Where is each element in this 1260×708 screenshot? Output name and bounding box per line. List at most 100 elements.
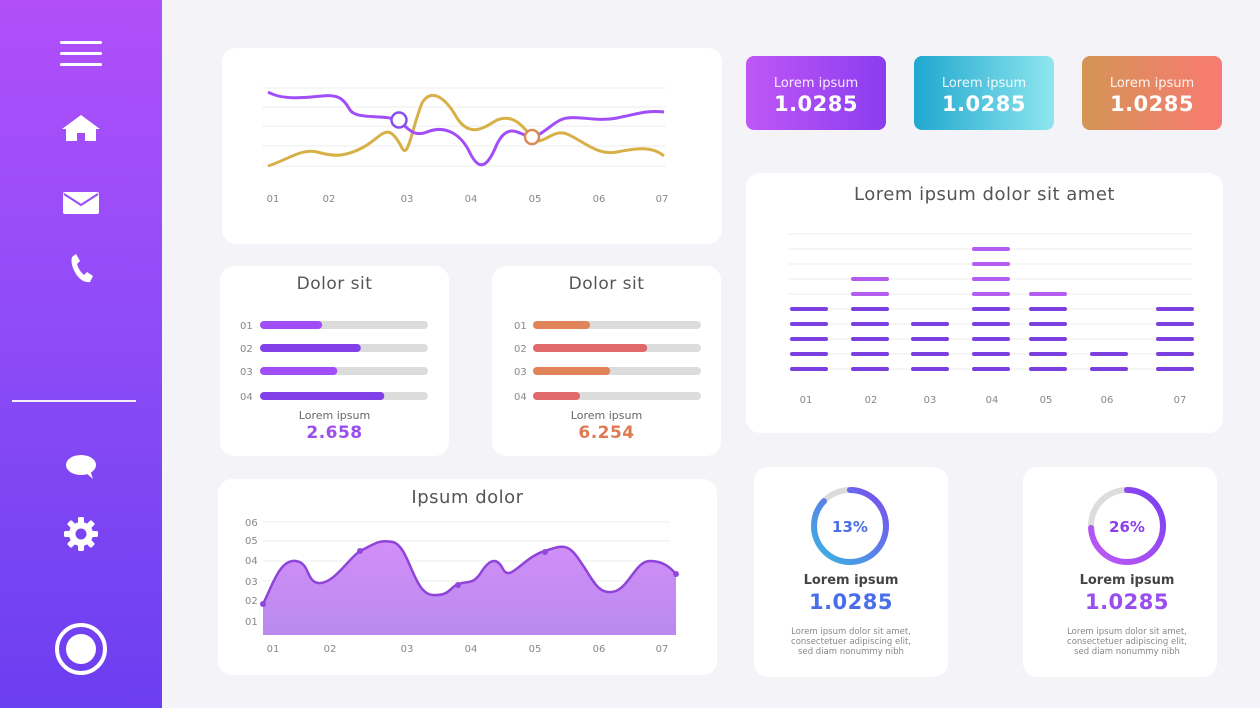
bar-segment xyxy=(851,307,889,311)
progress-label: Lorem ipsum xyxy=(298,409,371,422)
x-tick-label: 07 xyxy=(656,194,669,205)
kpi-card[interactable]: Lorem ipsum 1.0285 xyxy=(914,56,1054,130)
bar-segment xyxy=(851,322,889,326)
mail-icon[interactable] xyxy=(63,192,99,214)
bar-segment xyxy=(972,337,1010,341)
progress-fill xyxy=(533,392,581,400)
bar-segment xyxy=(851,292,889,296)
bar-segment xyxy=(972,262,1010,266)
phone-icon[interactable] xyxy=(68,252,94,284)
bar-segment xyxy=(790,352,828,356)
donut-description: Lorem ipsum dolor sit amet, consectetuer… xyxy=(1023,627,1217,657)
row-label: 03 xyxy=(240,367,253,378)
line-marker xyxy=(523,128,541,146)
x-tick-label: 01 xyxy=(267,194,280,205)
area-line xyxy=(261,540,677,605)
x-tick-label: 05 xyxy=(529,644,542,655)
y-tick-label: 03 xyxy=(245,577,258,588)
x-tick-label: 03 xyxy=(401,644,414,655)
area-fill xyxy=(263,541,676,635)
x-tick-label: 04 xyxy=(465,194,478,205)
row-label: 01 xyxy=(240,321,253,332)
progress-value: 6.254 xyxy=(578,423,635,443)
bar-segment xyxy=(1156,337,1194,341)
x-tick-label: 03 xyxy=(401,194,414,205)
y-tick-label: 05 xyxy=(245,536,258,547)
row-label: 01 xyxy=(514,321,527,332)
donut-description-line: sed diam nonummy nibh xyxy=(1074,647,1180,657)
area-point xyxy=(455,582,461,588)
x-tick-label: 04 xyxy=(986,395,999,406)
donut-description: Lorem ipsum dolor sit amet, consectetuer… xyxy=(754,627,948,657)
row-label: 03 xyxy=(514,367,527,378)
progress-fill xyxy=(260,367,338,375)
progress-fill xyxy=(260,321,323,329)
card-title: Lorem ipsum dolor sit amet xyxy=(854,184,1115,205)
card-title: Ipsum dolor xyxy=(411,487,524,508)
kpi-value: 1.0285 xyxy=(941,92,1027,116)
area-point xyxy=(357,548,363,554)
area-point xyxy=(260,601,266,607)
menu-icon[interactable] xyxy=(60,40,102,68)
x-tick-label: 02 xyxy=(323,194,336,205)
bar-segment xyxy=(851,367,889,371)
x-tick-label: 06 xyxy=(593,194,606,205)
x-tick-label: 05 xyxy=(529,194,542,205)
bar-chart-card: Lorem ipsum dolor sit amet 01 02 03 04 0… xyxy=(746,173,1223,433)
x-tick-label: 06 xyxy=(1101,395,1114,406)
progress-card: Dolor sit 01 02 03 04 Lorem ipsum 2.658 xyxy=(220,266,449,456)
record-icon[interactable] xyxy=(54,622,108,676)
kpi-value: 1.0285 xyxy=(773,92,859,116)
gear-icon[interactable] xyxy=(63,516,99,552)
chat-icon[interactable] xyxy=(65,454,97,480)
bar-segment xyxy=(790,337,828,341)
x-tick-label: 03 xyxy=(924,395,937,406)
sidebar-divider xyxy=(12,400,136,402)
bar-segment xyxy=(911,337,949,341)
donut-description-line: Lorem ipsum dolor sit amet, xyxy=(791,627,911,637)
bar-segment xyxy=(790,367,828,371)
bar-segment xyxy=(972,247,1010,251)
kpi-label: Lorem ipsum xyxy=(773,76,859,91)
kpi-card[interactable]: Lorem ipsum 1.0285 xyxy=(746,56,886,130)
card-title: Dolor sit xyxy=(296,274,373,294)
donut-arc xyxy=(811,487,889,565)
home-icon[interactable] xyxy=(61,114,101,142)
line-chart: 01 02 03 04 05 06 07 xyxy=(262,87,669,205)
bar-segment xyxy=(911,352,949,356)
line-chart-card: 01 02 03 04 05 06 07 xyxy=(222,48,722,244)
bar-segment xyxy=(790,322,828,326)
bar-segment xyxy=(972,307,1010,311)
donut-card: 26% Lorem ipsum 1.0285 Lorem ipsum dolor… xyxy=(1023,467,1217,677)
y-tick-label: 02 xyxy=(245,596,258,607)
progress-card: Dolor sit 01 02 03 04 Lorem ipsum 6.254 xyxy=(492,266,721,456)
progress-label: Lorem ipsum xyxy=(570,409,643,422)
bar-segment xyxy=(972,367,1010,371)
donut-description-line: sed diam nonummy nibh xyxy=(798,647,904,657)
x-tick-label: 07 xyxy=(656,644,669,655)
x-tick-label: 01 xyxy=(800,395,813,406)
x-tick-label: 07 xyxy=(1174,395,1187,406)
progress-bars: 01 02 03 04 xyxy=(240,321,428,403)
donut-label: Lorem ipsum xyxy=(803,573,899,588)
progress-fill xyxy=(260,392,385,400)
bar-segment xyxy=(972,352,1010,356)
area-chart-card: Ipsum dolor 06 05 04 03 02 01 xyxy=(218,479,717,675)
bar-segment xyxy=(1090,367,1128,371)
progress-bars: 01 02 03 04 xyxy=(514,321,701,403)
donut-percent: 13% xyxy=(832,518,868,536)
x-tick-label: 05 xyxy=(1040,395,1053,406)
bar-segment xyxy=(790,307,828,311)
donut-arc xyxy=(1088,487,1166,565)
bar-segment xyxy=(911,367,949,371)
area-chart: 06 05 04 03 02 01 01 02 03 04 05 06 07 xyxy=(245,518,679,655)
x-tick-label: 06 xyxy=(593,644,606,655)
x-tick-label: 04 xyxy=(465,644,478,655)
kpi-card[interactable]: Lorem ipsum 1.0285 xyxy=(1082,56,1222,130)
y-tick-label: 06 xyxy=(245,518,258,529)
bar-segment xyxy=(1029,352,1067,356)
bar-segment xyxy=(1029,307,1067,311)
bar-segment xyxy=(1156,352,1194,356)
line-marker xyxy=(390,111,408,129)
bar-segment xyxy=(851,277,889,281)
